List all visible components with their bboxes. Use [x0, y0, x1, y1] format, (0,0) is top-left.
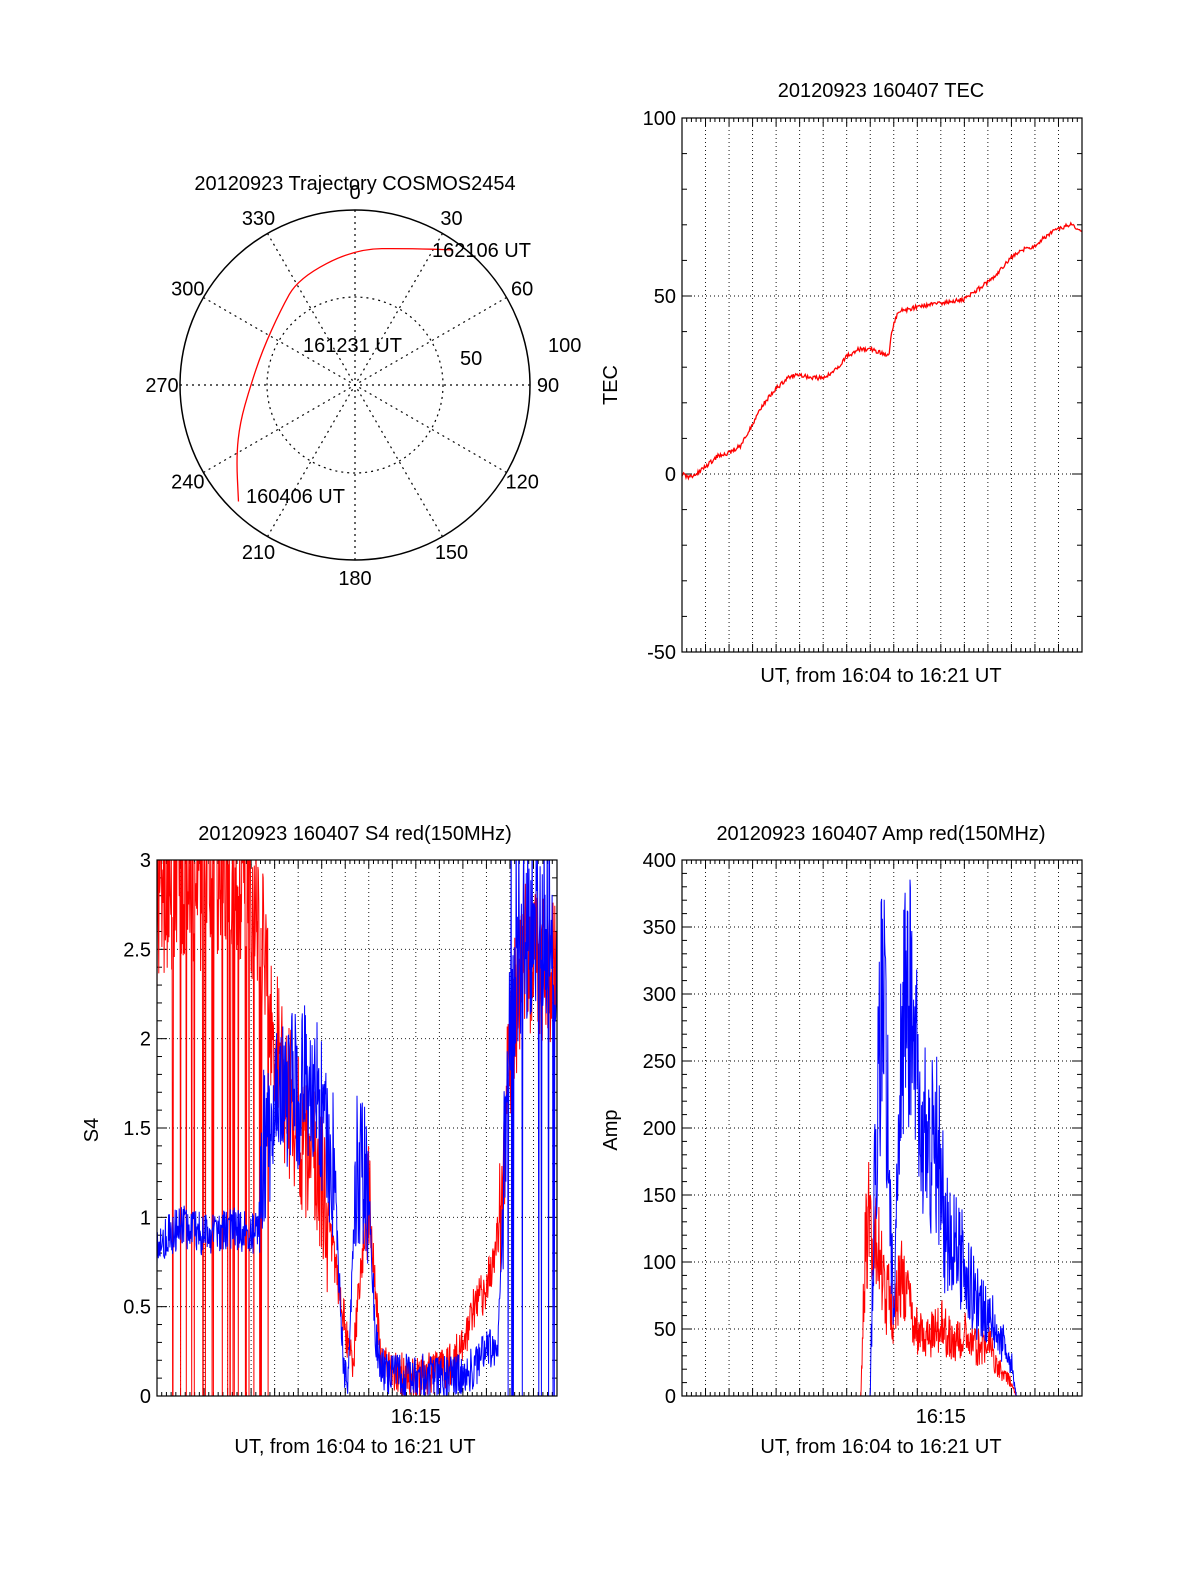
- s4-ytick-label-1: 0.5: [123, 1297, 151, 1319]
- polar-az-label-0: 0: [349, 182, 360, 204]
- polar-title: 20120923 Trajectory COSMOS2454: [194, 173, 515, 195]
- amp-ytick-label-6: 300: [643, 984, 676, 1006]
- s4-ytick-label-2: 1: [140, 1207, 151, 1229]
- s4-ytick-label-6: 3: [140, 850, 151, 872]
- amp-ytick-label-1: 50: [654, 1319, 676, 1341]
- amp-ytick-label-4: 200: [643, 1118, 676, 1140]
- polar-az-label-270: 270: [145, 375, 178, 397]
- tec-ytick-label-2: 50: [654, 286, 676, 308]
- polar-radius-label-50: 50: [460, 348, 482, 370]
- amp-ytick-label-5: 250: [643, 1051, 676, 1073]
- polar-radius-label-100: 100: [548, 335, 581, 357]
- s4-ytick-label-3: 1.5: [123, 1118, 151, 1140]
- tec-ytick-label-0: -50: [647, 642, 676, 664]
- polar-az-label-300: 300: [171, 279, 204, 301]
- polar-az-label-180: 180: [338, 568, 371, 590]
- amp-xlabel: UT, from 16:04 to 16:21 UT: [760, 1436, 1001, 1458]
- polar-spoke-150: [266, 233, 444, 537]
- tec-grid: [682, 118, 1082, 652]
- tec-ytick-label-3: 100: [643, 108, 676, 130]
- s4-xlabel: UT, from 16:04 to 16:21 UT: [234, 1436, 475, 1458]
- amp-ytick-label-2: 100: [643, 1252, 676, 1274]
- polar-az-label-90: 90: [537, 375, 559, 397]
- s4-xtick-label-0: 16:15: [391, 1406, 441, 1428]
- polar-azimuth-labels: 0 30 60 90 120 150 180 210 240 270 300 330: [145, 182, 559, 590]
- amp-ytick-label-8: 400: [643, 850, 676, 872]
- polar-az-label-240: 240: [171, 472, 204, 494]
- polar-spokes: [180, 210, 530, 560]
- s4-ytick-label-5: 2.5: [123, 939, 151, 961]
- polar-annotation-mid: 161231 UT: [303, 335, 402, 357]
- polar-annotation-end: 162106 UT: [432, 240, 531, 262]
- tec-chart: 20120923 160407 TEC UT, from 16:04 to 16…: [600, 80, 1083, 687]
- tec-axis-ticks: [682, 118, 1082, 652]
- polar-az-label-60: 60: [511, 279, 533, 301]
- s4-title: 20120923 160407 S4 red(150MHz): [198, 823, 512, 845]
- amp-chart: 20120923 160407 Amp red(150MHz) UT, from…: [600, 823, 1083, 1458]
- amp-xtick-label-0: 16:15: [916, 1406, 966, 1428]
- s4-ytick-label-4: 2: [140, 1029, 151, 1051]
- s4-series-0-line: [157, 860, 557, 1396]
- amp-series-1-line: [682, 879, 1082, 1396]
- polar-inner-circle: [266, 296, 444, 474]
- amp-ytick-label-7: 350: [643, 917, 676, 939]
- tec-ytick-label-1: 0: [665, 464, 676, 486]
- s4-plot-frame: [156, 859, 558, 1397]
- polar-az-label-150: 150: [435, 542, 468, 564]
- s4-chart: 20120923 160407 S4 red(150MHz) UT, from …: [81, 823, 558, 1458]
- polar-az-label-210: 210: [242, 542, 275, 564]
- s4-ytick-label-0: 0: [140, 1386, 151, 1408]
- tec-title: 20120923 160407 TEC: [778, 80, 984, 102]
- amp-ytick-label-0: 0: [665, 1386, 676, 1408]
- amp-plot-frame: [681, 859, 1083, 1397]
- amp-title: 20120923 160407 Amp red(150MHz): [716, 823, 1045, 845]
- tec-series-0-line: [682, 221, 1082, 481]
- polar-az-label-30: 30: [440, 208, 462, 230]
- tec-ylabel: TEC: [600, 365, 622, 405]
- amp-series-0-line: [682, 1161, 1082, 1396]
- s4-ylabel: S4: [81, 1118, 103, 1142]
- amp-ytick-label-3: 150: [643, 1185, 676, 1207]
- amp-axis-ticks: [682, 860, 1082, 1396]
- polar-az-label-120: 120: [505, 472, 538, 494]
- polar-az-label-330: 330: [242, 208, 275, 230]
- s4-series-1-line: [157, 860, 557, 1396]
- amp-ylabel: Amp: [600, 1109, 622, 1150]
- tec-plot-frame: [681, 117, 1083, 653]
- polar-annotation-start: 160406 UT: [246, 486, 345, 508]
- polar-trajectory-line: [236, 247, 454, 502]
- polar-trajectory-chart: 20120923 Trajectory COSMOS2454 0 30 60 90 12…: [145, 173, 581, 590]
- tec-xlabel: UT, from 16:04 to 16:21 UT: [760, 665, 1001, 687]
